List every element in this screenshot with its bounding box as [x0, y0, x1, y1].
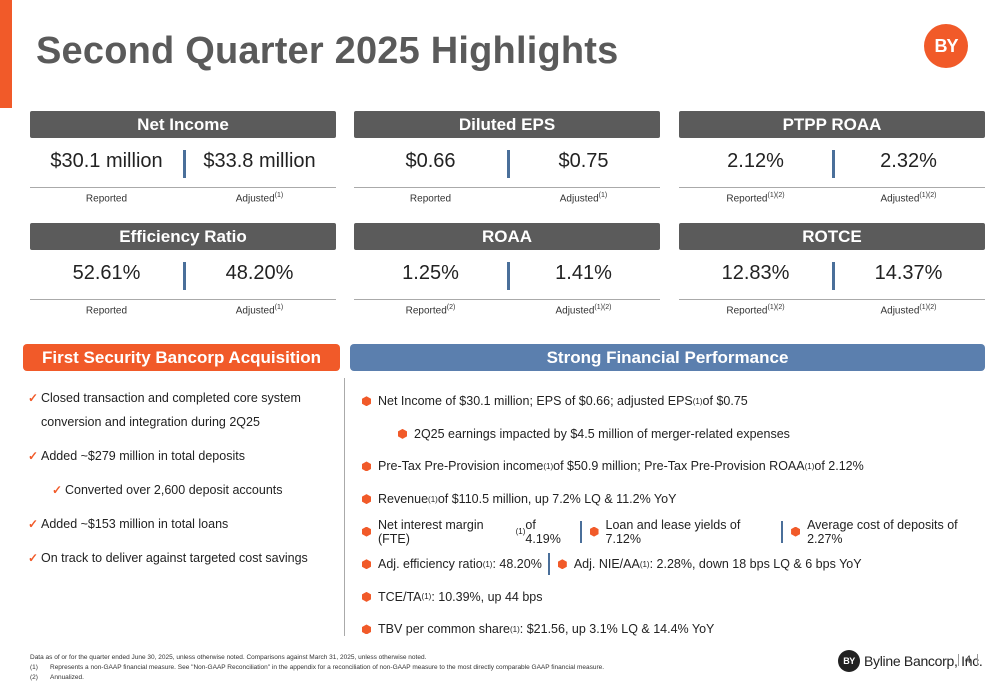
kpi-reported-value: 2.12% — [727, 150, 784, 172]
kpi-adjusted-label: Adjusted(1) — [559, 192, 608, 205]
section-divider — [344, 378, 345, 636]
kpi-adjusted-value: 14.37% — [874, 262, 943, 284]
kpi-diluted-eps: Diluted EPS $0.66 $0.75 Reported Adjuste… — [354, 111, 660, 208]
kpi-divider — [183, 150, 186, 178]
hexagon-bullet-icon — [362, 559, 371, 570]
kpi-net-income: Net Income $30.1 million $33.8 million R… — [30, 111, 336, 208]
kpi-reported-label: Reported — [85, 305, 128, 317]
item-separator — [781, 520, 784, 543]
kpi-ptpp-roaa: PTPP ROAA 2.12% 2.32% Reported(1)(2) Adj… — [679, 111, 985, 208]
performance-header: Strong Financial Performance — [350, 344, 985, 371]
acquisition-header: First Security Bancorp Acquisition — [23, 344, 340, 371]
kpi-reported-value: 1.25% — [402, 262, 459, 284]
kpi-efficiency-ratio: Efficiency Ratio 52.61% 48.20% Reported … — [30, 223, 336, 320]
kpi-adjusted-label: Adjusted(1)(2) — [880, 192, 937, 205]
list-item: Pre-Tax Pre-Provision income (1) of $50.9… — [362, 450, 992, 483]
kpi-reported-value: 52.61% — [72, 262, 141, 284]
hexagon-bullet-icon — [398, 428, 407, 439]
kpi-rotce: ROTCE 12.83% 14.37% Reported(1)(2) Adjus… — [679, 223, 985, 320]
kpi-title: Net Income — [30, 111, 336, 138]
hexagon-bullet-icon — [362, 526, 371, 537]
kpi-adjusted-value: $33.8 million — [203, 150, 316, 172]
footnote-1: (1) Represents a non-GAAP financial measu… — [30, 664, 605, 671]
brand-name: Byline Bancorp, Inc. — [864, 653, 983, 669]
list-item: ✓ Closed transaction and completed core s… — [28, 386, 340, 434]
kpi-reported-value: $0.66 — [405, 150, 456, 172]
kpi-adjusted-value: 1.41% — [555, 262, 612, 284]
kpi-reported-label: Reported(2) — [405, 304, 456, 317]
list-item: ✓ On track to deliver against targeted co… — [28, 546, 340, 570]
kpi-divider — [832, 150, 835, 178]
hexagon-bullet-icon — [362, 396, 371, 407]
hexagon-bullet-icon — [589, 526, 599, 537]
hexagon-bullet-icon — [557, 559, 567, 570]
kpi-divider — [507, 262, 510, 290]
kpi-adjusted-value: $0.75 — [558, 150, 609, 172]
checkmark-icon: ✓ — [52, 483, 63, 497]
acquisition-list: ✓ Closed transaction and completed core s… — [28, 386, 340, 580]
footnotes: Data as of or for the quarter ended June… — [30, 653, 790, 683]
byline-logo: BY — [924, 24, 968, 68]
kpi-adjusted-label: Adjusted(1) — [235, 192, 284, 205]
hexagon-bullet-icon — [362, 624, 371, 635]
kpi-title: ROAA — [354, 223, 660, 250]
item-separator — [579, 520, 582, 543]
kpi-title: PTPP ROAA — [679, 111, 985, 138]
list-item: Adj. efficiency ratio (1): 48.20% Adj. NI… — [362, 548, 992, 581]
page-number: 4 — [958, 654, 979, 666]
kpi-title: Diluted EPS — [354, 111, 660, 138]
list-item: TCE/TA (1): 10.39%, up 44 bps — [362, 581, 992, 614]
kpi-adjusted-label: Adjusted(1) — [235, 304, 284, 317]
kpi-reported-value: 12.83% — [721, 262, 790, 284]
kpi-divider — [507, 150, 510, 178]
list-item: ✓ Added ~$153 million in total loans — [28, 512, 340, 536]
kpi-title: Efficiency Ratio — [30, 223, 336, 250]
list-item: ✓ Converted over 2,600 deposit accounts — [52, 478, 340, 502]
kpi-adjusted-label: Adjusted(1)(2) — [555, 304, 612, 317]
kpi-divider — [832, 262, 835, 290]
kpi-adjusted-value: 48.20% — [225, 262, 294, 284]
kpi-adjusted-label: Adjusted(1)(2) — [880, 304, 937, 317]
kpi-title: ROTCE — [679, 223, 985, 250]
checkmark-icon: ✓ — [28, 517, 39, 531]
list-item: ✓ Added ~$279 million in total deposits — [28, 444, 340, 468]
kpi-divider — [183, 262, 186, 290]
footnote-data-note: Data as of or for the quarter ended June… — [30, 654, 427, 661]
list-item: Net Income of $30.1 million; EPS of $0.6… — [362, 385, 992, 418]
checkmark-icon: ✓ — [28, 449, 39, 463]
hexagon-bullet-icon — [791, 526, 801, 537]
hexagon-bullet-icon — [362, 461, 371, 472]
checkmark-icon: ✓ — [28, 391, 39, 405]
kpi-reported-label: Reported — [85, 193, 128, 205]
brand-logo: BY Byline Bancorp, Inc. — [838, 650, 983, 672]
hexagon-bullet-icon — [362, 494, 371, 505]
checkmark-icon: ✓ — [28, 551, 39, 565]
list-item: Revenue (1) of $110.5 million, up 7.2% LQ… — [362, 483, 992, 516]
kpi-reported-value: $30.1 million — [50, 150, 163, 172]
kpi-reported-label: Reported(1)(2) — [726, 304, 785, 317]
list-item: 2Q25 earnings impacted by $4.5 million o… — [362, 418, 992, 451]
list-item: TBV per common share (1): $21.56, up 3.1%… — [362, 613, 992, 646]
list-item: Net interest margin (FTE) (1) of 4.19% Lo… — [362, 515, 992, 548]
brand-mark-icon: BY — [838, 650, 860, 672]
accent-bar — [0, 0, 12, 108]
performance-list: Net Income of $30.1 million; EPS of $0.6… — [362, 385, 992, 646]
kpi-adjusted-value: 2.32% — [880, 150, 937, 172]
kpi-reported-label: Reported — [409, 193, 452, 205]
item-separator — [547, 553, 550, 576]
page-title: Second Quarter 2025 Highlights — [36, 30, 619, 72]
kpi-roaa: ROAA 1.25% 1.41% Reported(2) Adjusted(1)… — [354, 223, 660, 320]
hexagon-bullet-icon — [362, 591, 371, 602]
footnote-2: (2) Annualized. — [30, 674, 84, 681]
kpi-reported-label: Reported(1)(2) — [726, 192, 785, 205]
